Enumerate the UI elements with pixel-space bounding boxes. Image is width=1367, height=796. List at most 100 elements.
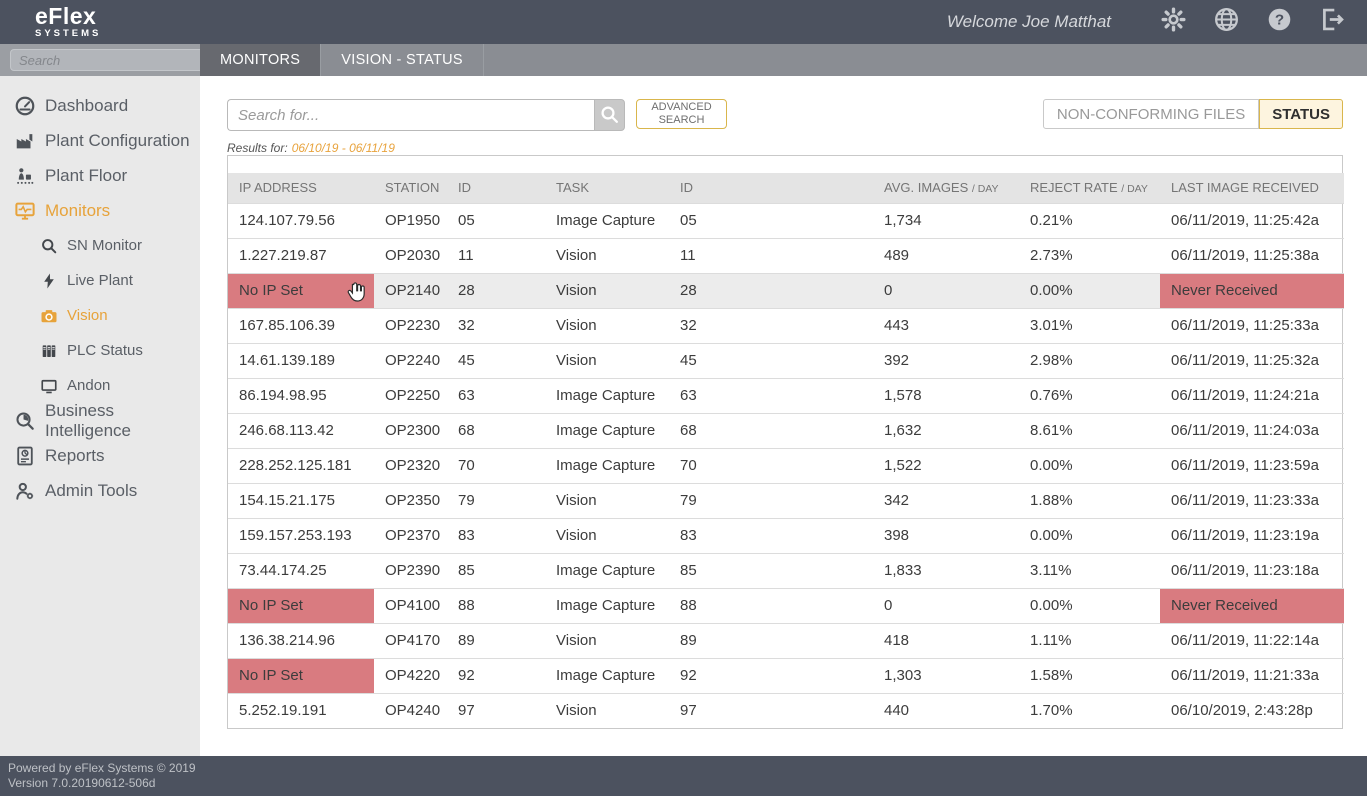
table-row[interactable]: 14.61.139.189 OP2240 45 Vision 45 392 2.… — [228, 343, 1344, 378]
table-row[interactable]: 246.68.113.42 OP2300 68 Image Capture 68… — [228, 413, 1344, 448]
cell-station-id: 11 — [447, 238, 545, 273]
logout-button[interactable] — [1319, 5, 1349, 35]
cell-task: Vision — [545, 238, 669, 273]
table-row[interactable]: 124.107.79.56 OP1950 05 Image Capture 05… — [228, 203, 1344, 238]
sidebar-item-dashboard[interactable]: Dashboard — [0, 88, 200, 123]
tab-vision-status[interactable]: VISION - STATUS — [321, 44, 484, 76]
results-label: Results for: — [227, 141, 288, 155]
column-header-task[interactable]: TASK — [545, 173, 669, 203]
column-header-avg-images-day[interactable]: AVG. IMAGES / DAY — [873, 173, 1019, 203]
column-header-id[interactable]: ID — [669, 173, 873, 203]
cell-task: Image Capture — [545, 658, 669, 693]
cell-task: Vision — [545, 623, 669, 658]
cell-avg-images: 440 — [873, 693, 1019, 728]
cell-avg-images: 1,632 — [873, 413, 1019, 448]
cell-avg-images: 398 — [873, 518, 1019, 553]
column-header-last-image-received[interactable]: LAST IMAGE RECEIVED — [1160, 173, 1344, 203]
sidebar-item-vision[interactable]: Vision — [0, 298, 200, 333]
table-row[interactable]: 73.44.174.25 OP2390 85 Image Capture 85 … — [228, 553, 1344, 588]
gear-button[interactable] — [1160, 5, 1190, 35]
bi-icon — [14, 410, 36, 432]
cell-avg-images: 342 — [873, 483, 1019, 518]
sidebar-item-reports[interactable]: Reports — [0, 438, 200, 473]
table-row[interactable]: 86.194.98.95 OP2250 63 Image Capture 63 … — [228, 378, 1344, 413]
cell-task-id: 11 — [669, 238, 873, 273]
table-row[interactable]: No IP Set OP4220 92 Image Capture 92 1,3… — [228, 658, 1344, 693]
cell-avg-images: 418 — [873, 623, 1019, 658]
cell-reject-rate: 3.11% — [1019, 553, 1160, 588]
tab-strip: MONITORSVISION - STATUS — [0, 44, 1367, 76]
globe-button[interactable] — [1213, 5, 1243, 35]
sidebar-item-label: Vision — [67, 307, 108, 324]
cell-reject-rate: 8.61% — [1019, 413, 1160, 448]
table-row[interactable]: 1.227.219.87 OP2030 11 Vision 11 489 2.7… — [228, 238, 1344, 273]
table-row[interactable]: No IP Set OP2140 28 Vision 28 0 0.00% Ne… — [228, 273, 1344, 308]
report-icon — [14, 445, 36, 467]
sidebar-item-plant-configuration[interactable]: Plant Configuration — [0, 123, 200, 158]
cell-task: Vision — [545, 518, 669, 553]
cell-reject-rate: 1.58% — [1019, 658, 1160, 693]
cell-avg-images: 1,833 — [873, 553, 1019, 588]
sidebar-item-live-plant[interactable]: Live Plant — [0, 263, 200, 298]
cell-last-image-received: Never Received — [1160, 273, 1344, 308]
sidebar-item-label: Reports — [45, 446, 105, 466]
cell-last-image-received: 06/11/2019, 11:23:33a — [1160, 483, 1344, 518]
column-header-ip-address[interactable]: IP ADDRESS — [228, 173, 374, 203]
advanced-search-label-1: ADVANCED — [651, 101, 711, 113]
cell-station: OP2350 — [374, 483, 447, 518]
cell-station: OP2240 — [374, 343, 447, 378]
sidebar-item-andon[interactable]: Andon — [0, 368, 200, 403]
cell-ip-address: 228.252.125.181 — [228, 448, 374, 483]
table-row[interactable]: 136.38.214.96 OP4170 89 Vision 89 418 1.… — [228, 623, 1344, 658]
non-conforming-files-button[interactable]: NON-CONFORMING FILES — [1043, 99, 1259, 129]
cell-reject-rate: 0.21% — [1019, 203, 1160, 238]
cell-ip-address: 124.107.79.56 — [228, 203, 374, 238]
table-row[interactable]: 154.15.21.175 OP2350 79 Vision 79 342 1.… — [228, 483, 1344, 518]
sidebar-item-label: PLC Status — [67, 342, 143, 359]
cell-ip-address: 159.157.253.193 — [228, 518, 374, 553]
sidebar-item-plant-floor[interactable]: Plant Floor — [0, 158, 200, 193]
cell-ip-address: No IP Set — [228, 273, 374, 308]
cell-ip-address: 73.44.174.25 — [228, 553, 374, 588]
cell-last-image-received: 06/10/2019, 2:43:28p — [1160, 693, 1344, 728]
cell-task-id: 32 — [669, 308, 873, 343]
advanced-search-button[interactable]: ADVANCED SEARCH — [636, 99, 727, 129]
column-header-id[interactable]: ID — [447, 173, 545, 203]
table-row[interactable]: 167.85.106.39 OP2230 32 Vision 32 443 3.… — [228, 308, 1344, 343]
cell-avg-images: 489 — [873, 238, 1019, 273]
search-button[interactable] — [594, 99, 625, 131]
sidebar-item-business-intelligence[interactable]: Business Intelligence — [0, 403, 200, 438]
sidebar-item-sn-monitor[interactable]: SN Monitor — [0, 228, 200, 263]
column-header-reject-rate-day[interactable]: REJECT RATE / DAY — [1019, 173, 1160, 203]
sidebar-item-monitors[interactable]: Monitors — [0, 193, 200, 228]
sidebar-search-input[interactable] — [10, 49, 206, 71]
footer-version: Version 7.0.20190612-506d — [8, 776, 1367, 791]
sidebar-item-plc-status[interactable]: PLC Status — [0, 333, 200, 368]
cell-station: OP2390 — [374, 553, 447, 588]
sidebar-item-admin-tools[interactable]: Admin Tools — [0, 473, 200, 508]
gear-icon — [1160, 6, 1190, 33]
help-icon: ? — [1266, 6, 1296, 33]
gauge-icon — [14, 95, 36, 117]
sidebar-item-label: Plant Configuration — [45, 131, 190, 151]
cell-reject-rate: 0.76% — [1019, 378, 1160, 413]
column-header-station[interactable]: STATION — [374, 173, 447, 203]
status-button[interactable]: STATUS — [1259, 99, 1343, 129]
cell-station-id: 83 — [447, 518, 545, 553]
cell-task: Image Capture — [545, 203, 669, 238]
cell-station: OP2370 — [374, 518, 447, 553]
cell-station: OP2300 — [374, 413, 447, 448]
logout-icon — [1319, 6, 1349, 33]
cell-avg-images: 0 — [873, 588, 1019, 623]
cell-last-image-received: 06/11/2019, 11:23:59a — [1160, 448, 1344, 483]
help-button[interactable]: ? — [1266, 5, 1296, 35]
table-row[interactable]: 5.252.19.191 OP4240 97 Vision 97 440 1.7… — [228, 693, 1344, 728]
cell-station: OP4220 — [374, 658, 447, 693]
table-row[interactable]: No IP Set OP4100 88 Image Capture 88 0 0… — [228, 588, 1344, 623]
sidebar-item-label: Dashboard — [45, 96, 128, 116]
search-input[interactable] — [227, 99, 594, 131]
tab-monitors[interactable]: MONITORS — [200, 44, 321, 76]
table-row[interactable]: 159.157.253.193 OP2370 83 Vision 83 398 … — [228, 518, 1344, 553]
cell-station-id: 79 — [447, 483, 545, 518]
table-row[interactable]: 228.252.125.181 OP2320 70 Image Capture … — [228, 448, 1344, 483]
